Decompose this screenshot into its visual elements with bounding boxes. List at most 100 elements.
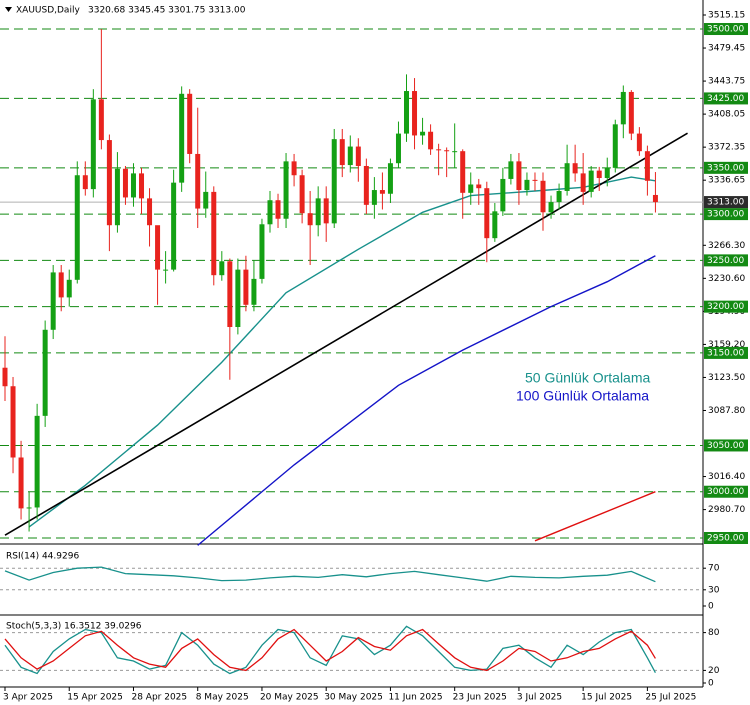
y-tick-label: 2980.70: [708, 505, 745, 515]
y-tick-label: 3159.20: [708, 340, 745, 350]
candle-body: [58, 272, 64, 298]
moving-average: [197, 255, 656, 546]
candle-body: [484, 188, 490, 239]
y-tick-label: 70: [708, 564, 720, 574]
candle-body: [355, 146, 361, 166]
x-tick-label: 20 May 2025: [260, 693, 319, 703]
level-label: 3050.00: [707, 441, 744, 451]
y-tick-label: 20: [708, 666, 720, 676]
x-tick-label: 15 Jul 2025: [581, 693, 632, 703]
indicator-line: [4, 628, 656, 672]
candle-body: [604, 167, 610, 179]
candle-body: [171, 182, 177, 270]
candle-body: [404, 91, 409, 134]
candle-body: [98, 99, 104, 141]
candle-body: [90, 99, 96, 190]
candle-body: [387, 163, 393, 194]
menu-arrow: [5, 7, 12, 12]
candle-body: [460, 151, 466, 193]
candle-body: [195, 153, 201, 209]
y-tick-label: 3372.35: [708, 143, 745, 153]
candle-body: [323, 198, 329, 224]
moving-average: [534, 491, 656, 542]
candle-body: [66, 279, 72, 298]
candle-body: [508, 161, 514, 179]
y-tick-label: 3123.50: [708, 373, 745, 383]
candle-body: [243, 269, 249, 305]
candle-body: [10, 386, 16, 458]
level-label: 3300.00: [707, 210, 744, 220]
candle-body: [259, 224, 265, 279]
candle-body: [524, 179, 530, 191]
trendline: [4, 132, 688, 536]
level-label: 3000.00: [707, 487, 744, 497]
candle-body: [147, 198, 153, 226]
candle-body: [122, 168, 128, 198]
indicator-title: Stoch(5,3,3) 16.3512 39.0296: [6, 622, 142, 632]
indicator-line: [4, 566, 656, 583]
candle-body: [580, 173, 586, 192]
candle-body: [74, 175, 80, 280]
y-tick-label: 3479.45: [708, 44, 745, 54]
level-label: 3500.00: [707, 25, 744, 35]
candle-body: [428, 131, 434, 150]
level-label-box: [704, 92, 748, 105]
candle-body: [516, 161, 522, 191]
x-tick-label: 15 Apr 2025: [67, 693, 123, 703]
candle-body: [114, 168, 120, 226]
level-label-box: [704, 532, 748, 545]
candle-body: [139, 173, 145, 199]
y-tick-label: 0: [708, 679, 714, 689]
y-tick-label: 80: [708, 628, 720, 638]
y-tick-label: 3087.80: [708, 406, 745, 416]
candle-body: [203, 191, 209, 209]
candle-body: [211, 191, 217, 276]
level-label-box: [704, 300, 748, 313]
candle-body: [235, 269, 241, 328]
y-tick-label: 0: [708, 602, 714, 612]
level-label: 3150.00: [707, 348, 744, 358]
candle-body: [420, 131, 426, 136]
candle-body: [26, 507, 32, 509]
candle-body: [275, 200, 281, 219]
y-tick-label: 3266.30: [708, 241, 745, 251]
candle-body: [267, 200, 273, 225]
candle-body: [371, 190, 377, 205]
candle-body: [644, 151, 650, 181]
y-tick-label: 3443.75: [708, 77, 745, 87]
x-tick-label: 30 May 2025: [324, 693, 383, 703]
candle-body: [106, 140, 112, 226]
level-label: 2950.00: [707, 534, 744, 544]
x-tick-label: 11 Jun 2025: [388, 693, 442, 703]
symbol: XAUUSD,Daily: [16, 6, 80, 16]
y-tick-label: 30: [708, 585, 720, 595]
candle-body: [299, 175, 305, 214]
candle-body: [42, 329, 48, 416]
candle-body: [219, 261, 225, 276]
candle-body: [34, 415, 40, 508]
candle-body: [532, 179, 538, 181]
candle-body: [588, 170, 594, 192]
x-tick-label: 28 Apr 2025: [131, 693, 187, 703]
candle-body: [476, 184, 482, 189]
indicator-title: RSI(14) 44.9296: [6, 552, 79, 562]
x-tick-label: 25 Jul 2025: [645, 693, 696, 703]
level-label: 3425.00: [707, 94, 744, 104]
candle-body: [556, 190, 562, 203]
candle-body: [540, 180, 546, 213]
current-price-box: [704, 196, 748, 209]
candle-body: [179, 93, 185, 183]
level-label-box: [704, 254, 748, 267]
candle-body: [572, 163, 578, 174]
candle-body: [18, 457, 24, 509]
candle-body: [187, 93, 193, 154]
candle-body: [251, 278, 257, 305]
level-label-box: [704, 485, 748, 498]
candle-body: [548, 202, 554, 213]
candle-body: [155, 225, 161, 270]
candle-body: [596, 170, 602, 179]
candle-body: [82, 175, 88, 190]
candle-body: [2, 367, 8, 387]
